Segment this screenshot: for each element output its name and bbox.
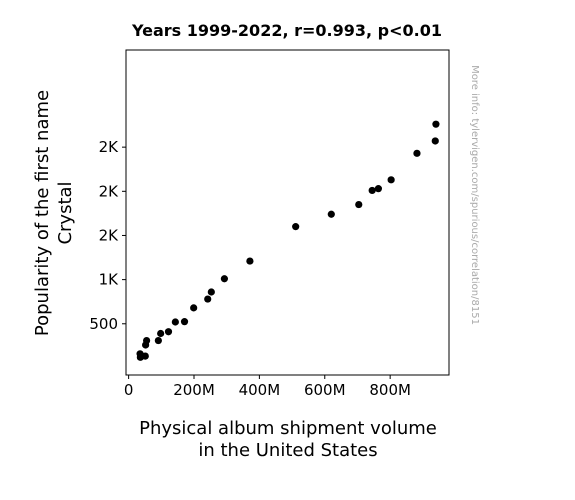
chart-title: Years 1999-2022, r=0.993, p<0.01 [131,21,442,40]
data-point [368,186,376,195]
data-point [171,318,179,326]
x-tick-label: 400M [239,381,281,399]
x-axis-label-line-1: Physical album shipment volume [139,418,437,439]
data-point [246,257,254,265]
x-axis-label: Physical album shipment volume in the Un… [139,418,437,461]
y-tick-label: 2K [99,182,120,200]
data-point [432,120,440,128]
data-point [374,185,382,193]
y-axis-label: Popularity of the first name Crystal [32,90,76,336]
data-point [180,318,189,326]
data-point [431,137,439,145]
plot-area: 0 200M 400M 600M 800M 500 1K 2K 2K 2K [89,49,450,399]
y-axis-label-line-2: Crystal [55,181,76,244]
y-tick-label: 2K [99,226,120,244]
x-tick-label: 200M [173,381,215,399]
y-axis-label-line-1: Popularity of the first name [32,90,53,336]
data-point [204,295,212,303]
source-note: More info: tylervigen.com/spurious/corre… [469,65,480,325]
data-point [413,149,421,157]
data-point [220,275,229,283]
y-tick-label: 2K [99,138,120,156]
y-tick-label: 500 [89,315,118,333]
x-tick-label: 600M [304,381,346,399]
data-point [157,329,165,338]
data-point [292,223,300,231]
data-point [136,353,144,361]
data-point [355,200,363,209]
data-point [387,176,395,184]
data-point [154,336,162,345]
y-tick-label: 1K [99,271,120,289]
data-point [207,288,215,296]
data-point [327,210,335,218]
x-axis-label-line-2: in the United States [198,440,377,461]
x-tick-label: 0 [124,381,134,399]
x-tick-label: 800M [369,381,411,399]
data-point [190,304,198,312]
plot-frame [125,49,450,376]
data-point [142,341,150,349]
data-point [164,328,173,336]
